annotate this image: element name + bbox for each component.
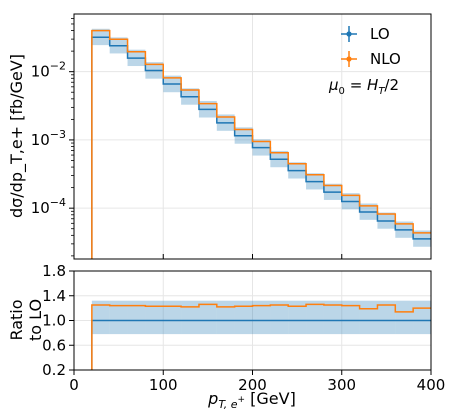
ratio-lo-scale-band-bin (91, 300, 110, 335)
x-axis-label: pT, e+ [GeV] (207, 389, 296, 411)
ratio-lo-scale-band-bin (234, 300, 253, 335)
ratio-y-axis-label-line1: Ratio (7, 299, 26, 340)
ratio-lo-scale-band-bin (109, 300, 128, 335)
main-y-ticks: 10−2 10−3 10−4 (31, 18, 432, 259)
x-tick-label: 400 (417, 376, 446, 394)
ratio-lo-line (91, 319, 431, 370)
x-tick-label: 200 (238, 376, 267, 394)
ratio-y-axis-label-line2: to LO (26, 299, 45, 341)
legend-lo-label: LO (370, 25, 390, 43)
ratio-nlo-line (91, 303, 431, 370)
ratio-lo-scale-band-bin (127, 300, 146, 335)
nlo-histogram-line (91, 29, 431, 259)
ratio-lo-scale-band-bin (145, 300, 164, 335)
ratio-y-tick-label: 1.8 (42, 262, 66, 280)
ratio-lo-scale-band-bin (270, 300, 289, 335)
main-y-tick-label: 10−2 (31, 60, 66, 81)
ratio-y-tick-label: 0.6 (42, 336, 66, 354)
legend-nlo-label: NLO (370, 50, 401, 68)
ratio-x-ticks: 0 100 200 300 400 (69, 370, 445, 394)
main-y-tick-label: 10−4 (31, 196, 66, 217)
ratio-y-tick-label: 0.2 (42, 361, 66, 379)
ratio-lo-scale-band-bin (181, 300, 199, 335)
ratio-lo-scale-band-bin (163, 300, 182, 335)
ratio-lo-scale-band-bin (413, 300, 431, 335)
ratio-y-tick-label: 1.4 (42, 287, 66, 305)
ratio-lo-scale-band-bin (377, 300, 396, 335)
ratio-panel: 0.2 0.6 1.0 1.4 1.8 0 100 200 300 400 Ratio to L… (7, 262, 445, 411)
main-lines (91, 29, 431, 259)
ratio-y-tick-label: 1.0 (42, 312, 66, 330)
legend: LO NLO μ0 = HT/2 (328, 25, 401, 97)
legend-scale-annotation: μ0 = HT/2 (328, 76, 399, 97)
main-y-axis-label: dσ/dp_T,e+ [fb/GeV] (7, 54, 27, 218)
x-tick-label: 0 (69, 376, 79, 394)
ratio-lo-scale-band-bin (252, 300, 271, 335)
legend-nlo-marker (346, 56, 352, 62)
ratio-y-ticks: 0.2 0.6 1.0 1.4 1.8 (42, 262, 74, 379)
ratio-lines (91, 303, 431, 370)
main-panel: 10−2 10−3 10−4 dσ/dp_T,e+ [fb/GeV] LO NLO … (7, 13, 432, 260)
ratio-lo-scale-band-bin (216, 300, 235, 335)
legend-lo-marker (346, 31, 352, 37)
ratio-lo-scale-band-bin (288, 300, 307, 335)
ratio-lo-scale-band-bin (306, 300, 324, 335)
ratio-bands (91, 300, 431, 335)
ratio-lo-scale-band-bin (359, 300, 378, 335)
ratio-lo-scale-band-bin (395, 300, 414, 335)
x-tick-label: 100 (149, 376, 178, 394)
ratio-lo-scale-band-bin (198, 300, 217, 335)
ratio-lo-scale-band-bin (341, 300, 360, 335)
ratio-lo-scale-band-bin (323, 300, 342, 335)
main-y-tick-label: 10−3 (31, 128, 66, 149)
x-tick-label: 300 (327, 376, 356, 394)
